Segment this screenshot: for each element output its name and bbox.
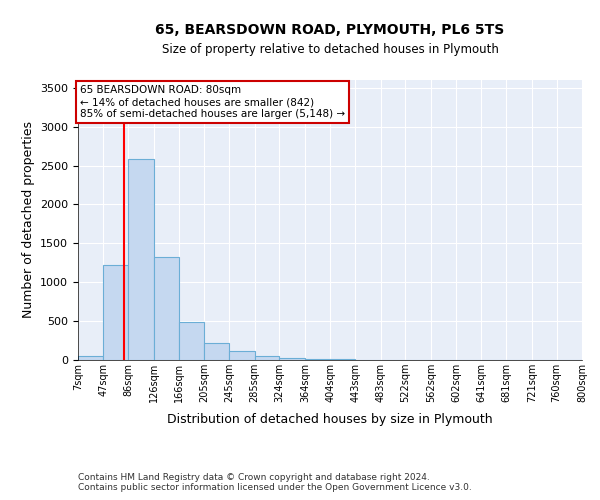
Bar [154, 256, 179, 360]
Bar [179, 322, 204, 360]
Text: Size of property relative to detached houses in Plymouth: Size of property relative to detached ho… [161, 42, 499, 56]
Bar [204, 344, 229, 360]
Text: 65 BEARSDOWN ROAD: 80sqm
← 14% of detached houses are smaller (842)
85% of semi-: 65 BEARSDOWN ROAD: 80sqm ← 14% of detach… [80, 86, 345, 118]
Text: 65, BEARSDOWN ROAD, PLYMOUTH, PL6 5TS: 65, BEARSDOWN ROAD, PLYMOUTH, PL6 5TS [155, 22, 505, 36]
Bar [280, 358, 305, 360]
Text: Contains public sector information licensed under the Open Government Licence v3: Contains public sector information licen… [78, 484, 472, 492]
Y-axis label: Number of detached properties: Number of detached properties [22, 122, 35, 318]
Bar [103, 265, 128, 360]
Bar [128, 160, 154, 360]
Bar [254, 356, 280, 360]
Text: Contains HM Land Registry data © Crown copyright and database right 2024.: Contains HM Land Registry data © Crown c… [78, 472, 430, 482]
Bar [305, 359, 331, 360]
Bar [229, 352, 254, 360]
Bar [78, 356, 103, 360]
X-axis label: Distribution of detached houses by size in Plymouth: Distribution of detached houses by size … [167, 414, 493, 426]
